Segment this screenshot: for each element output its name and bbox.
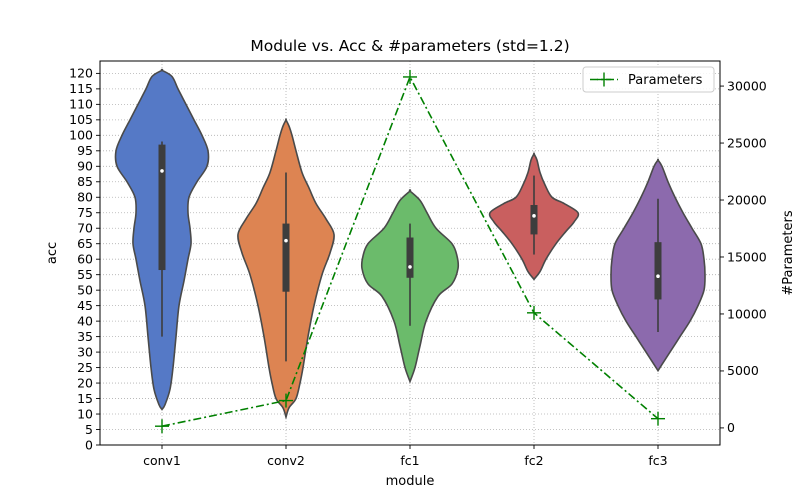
y-axis-label: acc bbox=[45, 242, 60, 264]
y-tick-label: 30 bbox=[77, 344, 93, 359]
chart-title: Module vs. Acc & #parameters (std=1.2) bbox=[250, 37, 569, 55]
legend-label: Parameters bbox=[628, 73, 703, 88]
iqr-box-fc1 bbox=[406, 237, 414, 278]
y-tick-label: 110 bbox=[69, 97, 93, 112]
y-tick-label: 105 bbox=[69, 112, 93, 127]
y-tick-label: 95 bbox=[77, 143, 93, 158]
legend: Parameters bbox=[582, 66, 715, 93]
y-tick-label: 15 bbox=[77, 391, 93, 406]
y-axis-left: 0510152025303540455055606570758085909510… bbox=[69, 66, 100, 452]
y2-tick-label: 0 bbox=[727, 420, 735, 435]
y2-tick-label: 15000 bbox=[727, 249, 767, 264]
y-tick-label: 5 bbox=[85, 422, 93, 437]
legend-plus-marker bbox=[597, 72, 611, 87]
parameters-point bbox=[279, 393, 293, 408]
x-tick-label: fc1 bbox=[400, 453, 419, 468]
y-tick-label: 45 bbox=[77, 298, 93, 313]
parameters-point bbox=[155, 419, 169, 434]
x-tick-label: conv1 bbox=[143, 453, 181, 468]
y2-axis-label: #Parameters bbox=[781, 210, 796, 296]
y-tick-label: 120 bbox=[69, 66, 93, 81]
y-tick-label: 0 bbox=[85, 437, 93, 452]
y-tick-label: 10 bbox=[77, 406, 93, 421]
y2-tick-label: 25000 bbox=[727, 135, 767, 150]
y2-tick-label: 30000 bbox=[727, 78, 767, 93]
x-axis-label: module bbox=[386, 474, 435, 489]
median-dot-fc2 bbox=[532, 214, 536, 218]
y-tick-label: 85 bbox=[77, 174, 93, 189]
median-dot-conv1 bbox=[160, 169, 164, 173]
median-dot-fc3 bbox=[656, 274, 660, 279]
y-tick-label: 35 bbox=[77, 329, 93, 344]
legend-box bbox=[582, 66, 715, 93]
median-dot-fc1 bbox=[408, 265, 412, 269]
y-axis-right: 0 5000 10000 15000 20000 25000 30000 bbox=[720, 78, 767, 435]
y-tick-label: 40 bbox=[77, 313, 93, 328]
y2-tick-label: 5000 bbox=[727, 363, 759, 378]
y-tick-label: 55 bbox=[77, 267, 93, 282]
iqr-box-fc3 bbox=[654, 242, 662, 300]
parameters-point bbox=[527, 305, 541, 320]
y-tick-label: 20 bbox=[77, 375, 93, 390]
y-tick-label: 90 bbox=[77, 159, 93, 174]
y-tick-label: 70 bbox=[77, 221, 93, 236]
x-tick-label: fc2 bbox=[524, 453, 543, 468]
y2-tick-label: 10000 bbox=[727, 306, 767, 321]
y-tick-label: 115 bbox=[69, 81, 93, 96]
y-tick-label: 65 bbox=[77, 236, 93, 251]
y-tick-label: 75 bbox=[77, 205, 93, 220]
x-axis: conv1 conv2 fc1 fc2 fc3 bbox=[143, 445, 668, 468]
violin-layer bbox=[114, 68, 706, 420]
x-tick-label: conv2 bbox=[267, 453, 305, 468]
median-dot-conv2 bbox=[284, 238, 288, 243]
iqr-box-conv1 bbox=[158, 144, 166, 271]
parameters-line bbox=[161, 75, 659, 427]
parameters-point bbox=[651, 411, 665, 426]
x-tick-label: fc3 bbox=[648, 453, 667, 468]
y-tick-label: 50 bbox=[77, 282, 93, 297]
y-tick-label: 25 bbox=[77, 360, 93, 375]
y2-tick-label: 20000 bbox=[727, 192, 767, 207]
parameters-point bbox=[403, 69, 417, 84]
parameters-line-layer bbox=[155, 69, 665, 434]
y-tick-label: 60 bbox=[77, 251, 93, 266]
y-tick-label: 80 bbox=[77, 190, 93, 205]
iqr-box-conv2 bbox=[282, 223, 290, 292]
iqr-box-fc2 bbox=[530, 205, 538, 235]
y-tick-label: 100 bbox=[69, 128, 93, 143]
